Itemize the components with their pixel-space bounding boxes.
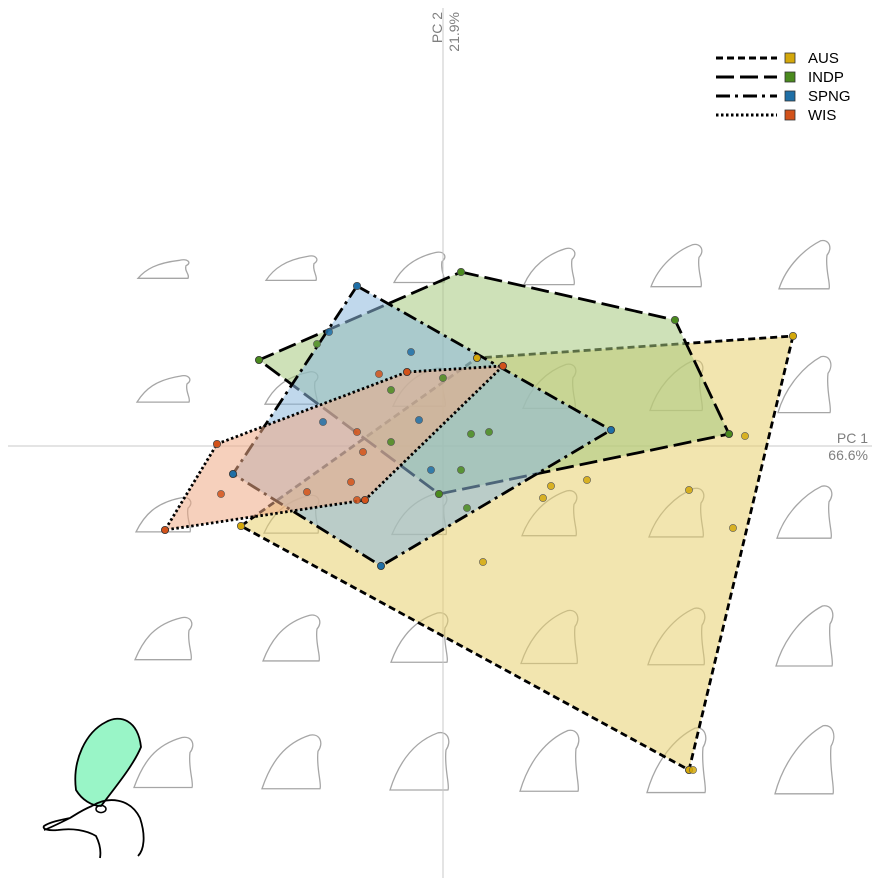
- data-point-indp: [671, 316, 679, 324]
- legend-swatch-indp: [784, 71, 796, 83]
- data-point-wis: [217, 490, 225, 498]
- data-point-aus: [583, 476, 591, 484]
- morphospace-shape-outline: [262, 614, 321, 662]
- data-point-wis: [359, 448, 367, 456]
- hull-vertex-point-indp: [254, 355, 263, 364]
- legend: AUS INDP SPNG WIS: [716, 50, 851, 124]
- data-point-aus: [689, 766, 697, 774]
- data-point-spng: [353, 282, 361, 290]
- legend-swatch-spng: [784, 90, 796, 102]
- data-point-wis: [213, 440, 221, 448]
- morphospace-shape-outline: [523, 247, 576, 286]
- hull-wis: [162, 364, 507, 532]
- hull-vertex-point-wis: [360, 495, 369, 504]
- legend-label-wis: WIS: [808, 107, 836, 124]
- legend-swatch-wis: [784, 109, 796, 121]
- data-point-aus: [237, 522, 245, 530]
- data-point-indp: [387, 386, 395, 394]
- convex-hull-layer: [162, 270, 795, 773]
- data-point-wis: [347, 478, 355, 486]
- morphospace-shape-outline: [134, 616, 193, 661]
- y-axis-label: PC 2: [429, 12, 445, 43]
- hull-vertex-point-spng: [607, 425, 616, 434]
- hull-vertex-point-wis: [402, 367, 411, 376]
- morphospace-shape-outline: [778, 239, 831, 290]
- data-point-indp: [435, 490, 443, 498]
- data-point-spng: [427, 466, 435, 474]
- morphospace-shape-outline: [650, 243, 703, 288]
- hull-vertex-point-wis: [498, 361, 507, 370]
- morphospace-shape-outline: [775, 605, 834, 667]
- morphospace-shape-outline: [135, 375, 191, 403]
- data-point-aus: [729, 524, 737, 532]
- morphospace-shape-outline: [392, 251, 446, 284]
- data-point-spng: [415, 416, 423, 424]
- data-point-indp: [457, 268, 465, 276]
- morphospace-shape-outline: [776, 485, 833, 539]
- data-point-wis: [375, 370, 383, 378]
- data-point-indp: [313, 340, 321, 348]
- morphospace-shape-outline: [136, 259, 190, 279]
- y-axis-variance: 21.9%: [446, 12, 462, 52]
- data-point-spng: [319, 418, 327, 426]
- cassowary-head-icon: [42, 717, 145, 859]
- data-point-spng: [325, 328, 333, 336]
- hull-vertex-point-aus: [472, 353, 481, 362]
- x-axis-label: PC 1: [837, 430, 868, 446]
- morphospace-shape-outline: [133, 736, 194, 789]
- hull-vertex-point-wis: [160, 526, 169, 535]
- data-point-aus: [547, 482, 555, 490]
- data-point-indp: [457, 466, 465, 474]
- data-point-aus: [789, 332, 797, 340]
- morphospace-shape-outline: [777, 355, 832, 414]
- morphospace-shape-outline: [389, 731, 450, 791]
- data-point-wis: [303, 488, 311, 496]
- data-point-indp: [485, 428, 493, 436]
- hull-vertex-point-indp: [725, 429, 734, 438]
- morphospace-shape-outline: [264, 255, 318, 282]
- morphospace-shape-outline: [519, 729, 580, 792]
- data-point-wis: [353, 496, 361, 504]
- morphospace-shape-outline: [261, 734, 322, 790]
- data-point-spng: [407, 348, 415, 356]
- data-point-aus: [539, 494, 547, 502]
- legend-label-indp: INDP: [808, 69, 844, 86]
- legend-swatch-aus: [784, 52, 796, 64]
- data-point-indp: [463, 504, 471, 512]
- hull-vertex-point-spng: [376, 562, 385, 571]
- x-axis-variance: 66.6%: [828, 447, 868, 463]
- data-point-indp: [467, 430, 475, 438]
- data-point-wis: [353, 428, 361, 436]
- data-point-indp: [387, 438, 395, 446]
- legend-label-spng: SPNG: [808, 88, 851, 105]
- legend-label-aus: AUS: [808, 50, 839, 67]
- hull-vertex-point-spng: [228, 469, 237, 478]
- morphospace-shape-outline: [774, 725, 835, 795]
- data-point-layer: [160, 267, 798, 775]
- data-point-indp: [439, 374, 447, 382]
- data-point-aus: [685, 486, 693, 494]
- data-point-aus: [741, 432, 749, 440]
- data-point-aus: [479, 558, 487, 566]
